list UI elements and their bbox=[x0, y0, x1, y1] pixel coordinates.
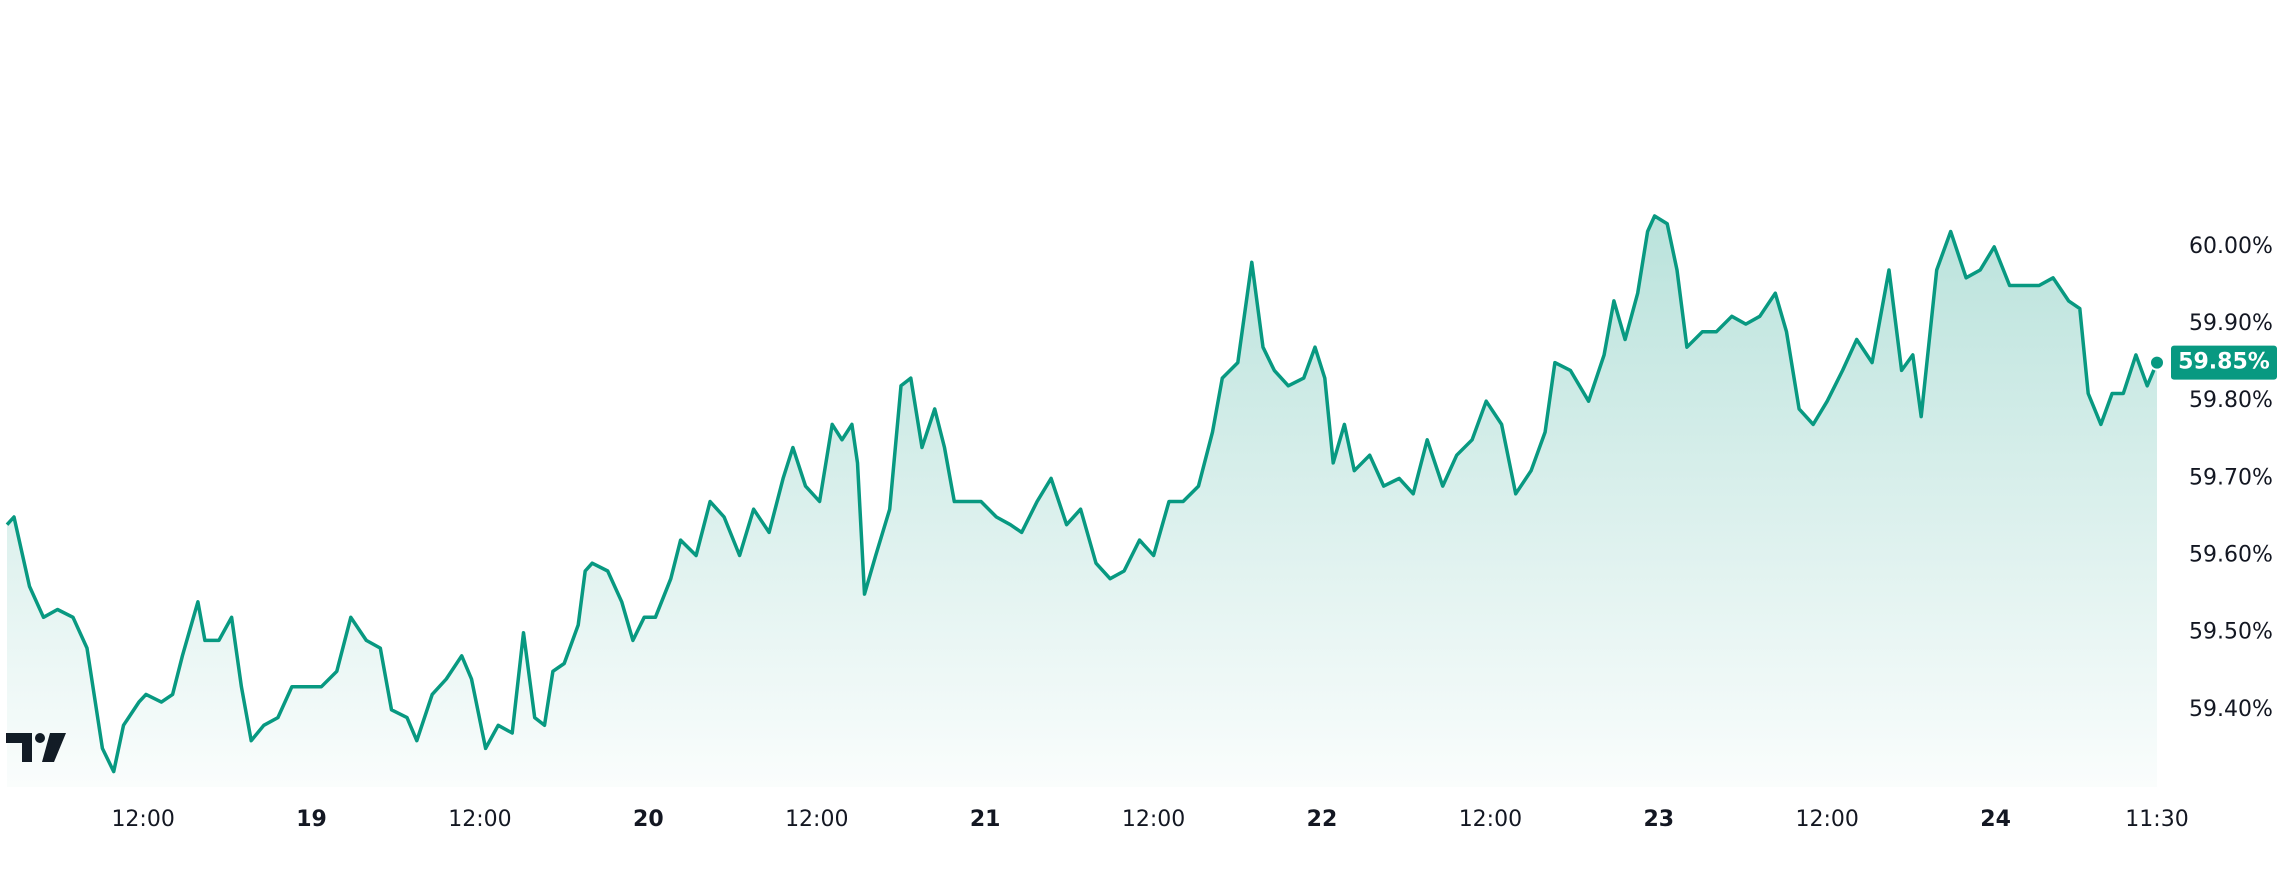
y-tick-label: 59.70% bbox=[2189, 465, 2273, 490]
y-tick-label: 60.00% bbox=[2189, 234, 2273, 259]
y-tick-label: 59.40% bbox=[2189, 697, 2273, 722]
x-tick-label: 12:00 bbox=[1796, 807, 1859, 832]
x-tick-label: 23 bbox=[1643, 807, 1674, 832]
area-fill bbox=[7, 216, 2157, 787]
x-tick-label: 21 bbox=[970, 807, 1001, 832]
y-tick-label: 59.90% bbox=[2189, 311, 2273, 336]
x-tick-label: 12:00 bbox=[111, 807, 174, 832]
x-tick-label: 22 bbox=[1307, 807, 1338, 832]
last-value-label: 59.85% bbox=[2178, 350, 2270, 375]
x-tick-label: 20 bbox=[633, 807, 664, 832]
y-tick-label: 59.60% bbox=[2189, 543, 2273, 568]
line bbox=[5, 214, 2159, 774]
y-tick-label: 59.80% bbox=[2189, 388, 2273, 413]
x-tick-label: 12:00 bbox=[448, 807, 511, 832]
x-tick-label: 12:00 bbox=[1459, 807, 1522, 832]
x-tick-label: 12:00 bbox=[1122, 807, 1185, 832]
x-tick-label: 19 bbox=[296, 807, 327, 832]
y-tick-label: 59.50% bbox=[2189, 620, 2273, 645]
x-tick-label: 24 bbox=[1980, 807, 2011, 832]
x-tick-label: 11:30 bbox=[2125, 807, 2188, 832]
x-tick-label: 12:00 bbox=[785, 807, 848, 832]
last-value-box bbox=[2171, 345, 2277, 380]
last-point bbox=[2149, 354, 2165, 371]
